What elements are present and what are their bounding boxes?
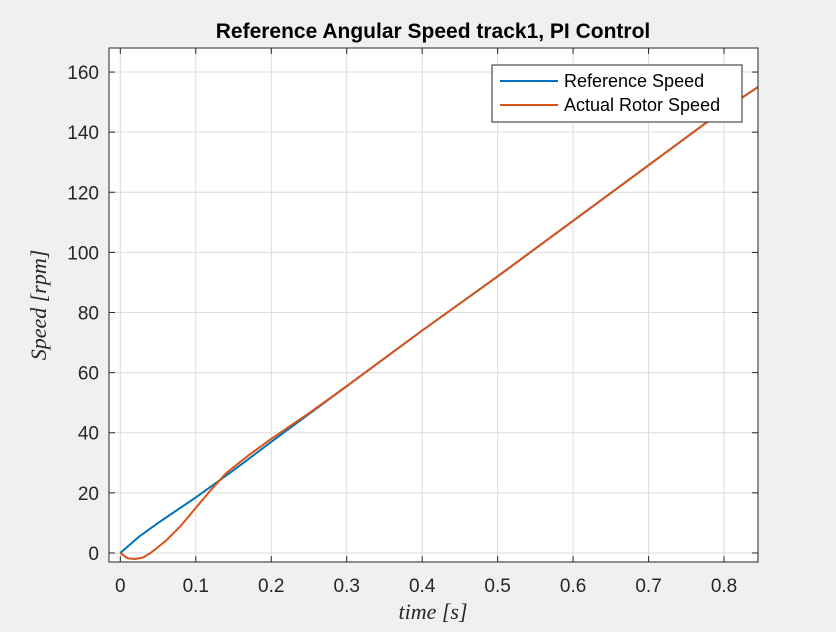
y-tick-label: 60	[78, 364, 99, 385]
x-tick-label: 0.1	[183, 576, 209, 597]
series-layer	[119, 86, 759, 560]
x-tick-label: 0.6	[560, 576, 586, 597]
plot-area	[109, 48, 758, 562]
series-line-actual-rotor-speed	[119, 86, 759, 560]
y-tick-label: 80	[78, 304, 99, 325]
x-tick-label: 0.3	[334, 576, 360, 597]
x-tick-label: 0.4	[409, 576, 436, 597]
y-tick-label: 40	[78, 424, 99, 445]
y-tick-label: 160	[67, 63, 99, 84]
x-axis-label: time [s]	[398, 599, 467, 624]
y-axis-label: Speed [rpm]	[26, 250, 51, 361]
legend-label-reference-speed: Reference Speed	[564, 71, 704, 91]
grid	[109, 48, 758, 562]
legend-box	[491, 64, 743, 123]
x-tick-label: 0.2	[258, 576, 284, 597]
x-tick-label: 0.7	[635, 576, 661, 597]
x-tick-label: 0.8	[711, 576, 737, 597]
legend: Reference Speed Actual Rotor Speed	[491, 64, 743, 123]
y-tick-label: 20	[78, 484, 99, 505]
tick-labels: 0 0.1 0.2 0.3 0.4 0.5 0.6 0.7 0.8 0 20 40 60 80 100 120…	[67, 63, 737, 597]
x-tick-label: 0.5	[484, 576, 510, 597]
y-tick-label: 140	[67, 123, 99, 144]
legend-label-actual-rotor-speed: Actual Rotor Speed	[564, 95, 720, 115]
ticks	[109, 48, 758, 562]
y-tick-label: 120	[67, 183, 99, 204]
x-tick-label: 0	[115, 576, 126, 597]
plot-frame	[108, 47, 759, 563]
y-tick-label: 0	[88, 544, 99, 565]
chart-title: Reference Angular Speed track1, PI Contr…	[216, 20, 651, 43]
y-tick-label: 100	[67, 243, 99, 264]
